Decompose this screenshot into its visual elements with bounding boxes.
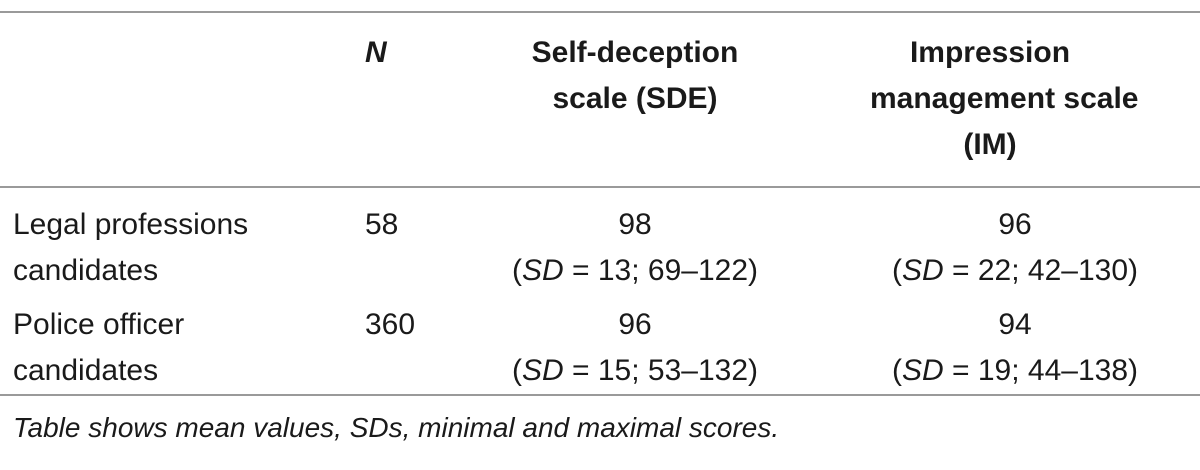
row-im-mean: 94 bbox=[998, 308, 1032, 341]
row-sde-cell: 96 (SD = 15; 53–132) bbox=[485, 302, 785, 394]
table-row-label: Legal professions candidates bbox=[13, 202, 248, 294]
row-label-line1: Legal professions bbox=[13, 208, 249, 241]
row-label-line2: candidates bbox=[13, 354, 159, 387]
bottom-rule bbox=[0, 394, 1200, 396]
row-im-mean: 96 bbox=[998, 208, 1032, 241]
row-sde-detail: (SD = 15; 53–132) bbox=[511, 354, 758, 387]
header-im-line3: (IM) bbox=[963, 128, 1017, 161]
row-sde-detail: (SD = 13; 69–122) bbox=[511, 254, 758, 287]
header-sde: Self-deception scale (SDE) bbox=[510, 30, 760, 122]
header-im-line1: Impression bbox=[909, 36, 1071, 69]
header-n: N bbox=[365, 36, 387, 69]
row-im-detail: (SD = 19; 44–138) bbox=[891, 354, 1138, 387]
row-sde-mean: 96 bbox=[618, 308, 652, 341]
table-row-label: Police officer candidates bbox=[13, 302, 184, 394]
row-im-cell: 96 (SD = 22; 42–130) bbox=[865, 202, 1165, 294]
row-label-line1: Police officer bbox=[13, 308, 185, 341]
header-im-line2: management scale bbox=[870, 82, 1139, 115]
row-sde-mean: 98 bbox=[618, 208, 652, 241]
header-im: Impression management scale (IM) bbox=[870, 30, 1139, 168]
row-im-cell: 94 (SD = 19; 44–138) bbox=[865, 302, 1165, 394]
row-label-line2: candidates bbox=[13, 254, 159, 287]
row-n-value: 360 bbox=[365, 308, 416, 341]
header-sde-line1: Self-deception bbox=[531, 36, 739, 69]
row-im-detail: (SD = 22; 42–130) bbox=[891, 254, 1138, 287]
row-n-value: 58 bbox=[365, 208, 399, 241]
header-rule bbox=[0, 186, 1200, 188]
table-note: Table shows mean values, SDs, minimal an… bbox=[13, 412, 780, 443]
row-sde-cell: 98 (SD = 13; 69–122) bbox=[485, 202, 785, 294]
top-rule bbox=[0, 11, 1200, 13]
header-sde-line2: scale (SDE) bbox=[552, 82, 718, 115]
